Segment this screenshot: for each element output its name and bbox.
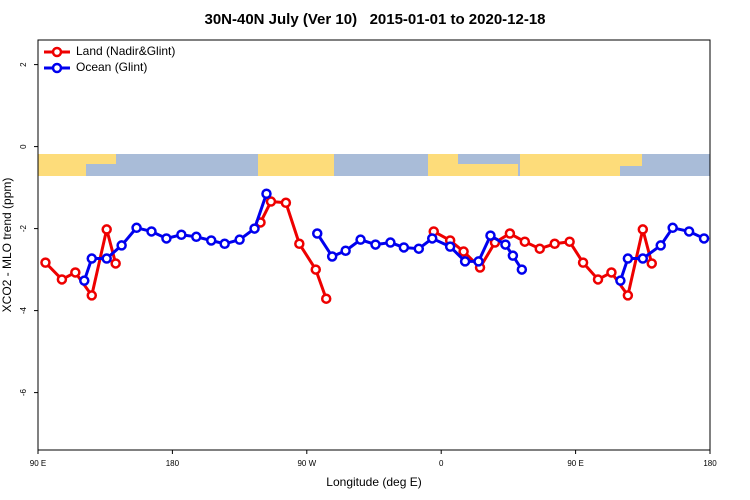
data-point [637,224,649,235]
map-land [520,154,620,176]
data-point [577,257,589,268]
plot-frame [37,39,711,451]
x-tick-label: 90 E [30,459,46,468]
data-point [326,251,338,262]
y-axis-label: XCO2 - MLO trend (ppm) [0,178,14,313]
data-point [340,245,351,256]
data-point [70,267,81,278]
data-point [500,239,511,250]
data-point [426,233,438,244]
data-point [320,293,332,304]
data-point [504,228,516,239]
data-point [219,238,230,250]
data-point [355,234,366,245]
data-point [370,239,381,250]
map-land [258,154,334,176]
y-tick-label: 2 [19,62,28,67]
y-tick-label: -6 [19,388,28,396]
data-point [646,258,658,269]
legend-label: Land (Nadir&Glint) [76,44,175,58]
data-point [234,234,245,245]
data-point [549,238,560,250]
data-point [413,243,425,254]
legend-marker [51,46,63,58]
data-point [507,250,519,261]
data-point [280,197,292,209]
data-point [385,237,396,248]
data-point [534,243,546,254]
data-point [294,238,305,250]
data-point [101,224,112,235]
data-point [191,231,202,243]
data-point [444,241,456,252]
data-point [516,264,528,275]
data-point [161,233,172,244]
data-point [519,236,531,247]
legend-label: Ocean (Glint) [76,60,147,74]
map-land [86,154,116,164]
x-tick-label: 0 [439,459,444,468]
y-tick-label: -4 [19,306,28,314]
data-point [310,264,322,275]
legend-marker [51,62,63,74]
data-point [110,258,121,269]
data-point [101,253,112,264]
data-point [459,256,471,267]
data-point [473,256,484,267]
x-tick-label: 90 E [567,459,583,468]
map-land [38,154,86,176]
map-land [458,164,518,176]
x-axis-label: Longitude (deg E) [326,475,421,489]
x-tick-label: 90 W [297,459,316,468]
chart-title: 30N-40N July (Ver 10) 2015-01-01 to 2020… [204,11,545,28]
x-tick-label: 180 [703,459,717,468]
data-point [146,226,157,237]
data-point [615,275,626,286]
data-point [698,233,710,244]
data-point [312,228,323,239]
data-point [655,240,666,251]
map-land [428,154,458,176]
data-point [265,196,277,207]
data-point [176,229,187,240]
data-point [86,290,98,301]
data-point [667,222,678,234]
x-tick-label: 180 [166,459,180,468]
data-point [485,230,496,241]
data-point [637,253,649,264]
data-point [40,257,51,268]
data-point [79,275,90,286]
data-point [131,222,142,234]
data-point [86,253,98,264]
map-land [620,154,642,166]
data-point [622,253,634,264]
data-point [622,290,634,301]
data-point [458,246,469,257]
data-point [205,235,217,246]
y-tick-label: -2 [19,224,28,232]
map-strip [38,154,710,176]
data-point [592,274,604,285]
data-point [249,223,260,234]
data-point [56,274,68,285]
y-tick-label: 0 [19,144,28,149]
data-point [398,242,410,253]
data-point [606,267,617,278]
data-point [564,236,575,247]
data-point [261,188,272,199]
data-point [683,226,695,237]
data-point [116,240,127,251]
